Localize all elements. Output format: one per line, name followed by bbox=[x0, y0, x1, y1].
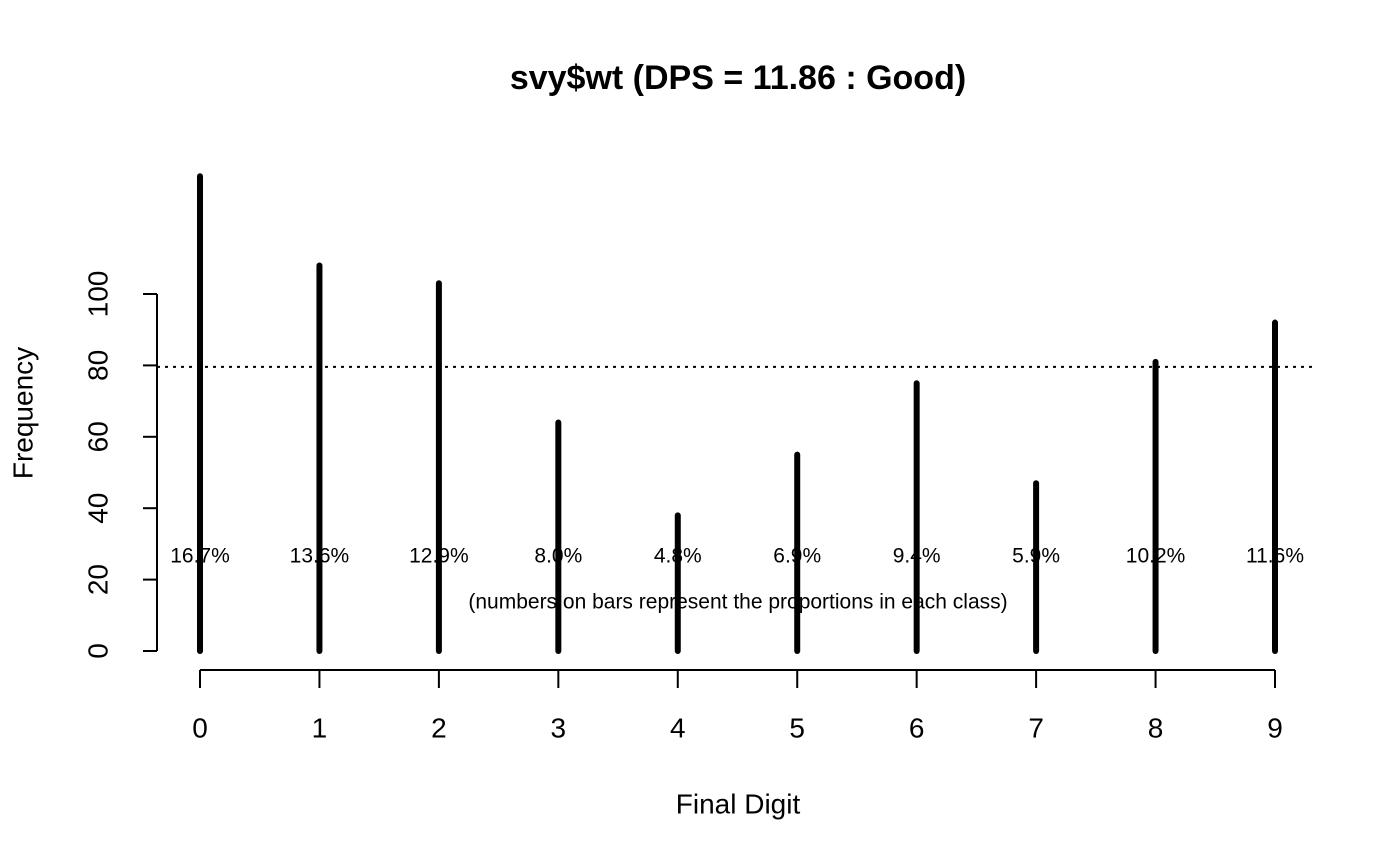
y-tick-label: 0 bbox=[82, 643, 113, 659]
x-tick-label: 0 bbox=[192, 712, 208, 743]
x-tick-label: 7 bbox=[1028, 712, 1044, 743]
x-tick-label: 9 bbox=[1267, 712, 1283, 743]
x-tick-label: 3 bbox=[551, 712, 567, 743]
note: (numbers on bars represent the proportio… bbox=[468, 591, 1007, 614]
bar-label: 13.6% bbox=[290, 545, 350, 568]
chart-title: svy$wt (DPS = 11.86 : Good) bbox=[510, 59, 966, 97]
bar-label: 5.9% bbox=[1012, 545, 1060, 568]
x-tick-label: 8 bbox=[1148, 712, 1164, 743]
x-tick-label: 4 bbox=[670, 712, 686, 743]
x-tick-label: 1 bbox=[312, 712, 328, 743]
bar-label: 12.9% bbox=[409, 545, 469, 568]
x-tick-label: 5 bbox=[789, 712, 805, 743]
x-axis-label: Final Digit bbox=[676, 788, 801, 819]
y-tick-label: 80 bbox=[82, 350, 113, 381]
y-tick-label: 20 bbox=[82, 564, 113, 595]
x-tick-label: 6 bbox=[909, 712, 925, 743]
y-axis-label: Frequency bbox=[7, 347, 38, 479]
bar-label: 11.6% bbox=[1246, 545, 1304, 568]
bar-label: 4.8% bbox=[654, 545, 702, 568]
bar-label: 16.7% bbox=[170, 545, 230, 568]
bar-label: 8.0% bbox=[534, 545, 582, 568]
bar-label: 9.4% bbox=[893, 545, 941, 568]
y-tick-label: 60 bbox=[82, 421, 113, 452]
bar-label: 10.2% bbox=[1126, 545, 1186, 568]
y-tick-label: 40 bbox=[82, 493, 113, 524]
bar-label: 6.9% bbox=[773, 545, 821, 568]
x-tick-label: 2 bbox=[431, 712, 447, 743]
y-tick-label: 100 bbox=[82, 271, 113, 318]
